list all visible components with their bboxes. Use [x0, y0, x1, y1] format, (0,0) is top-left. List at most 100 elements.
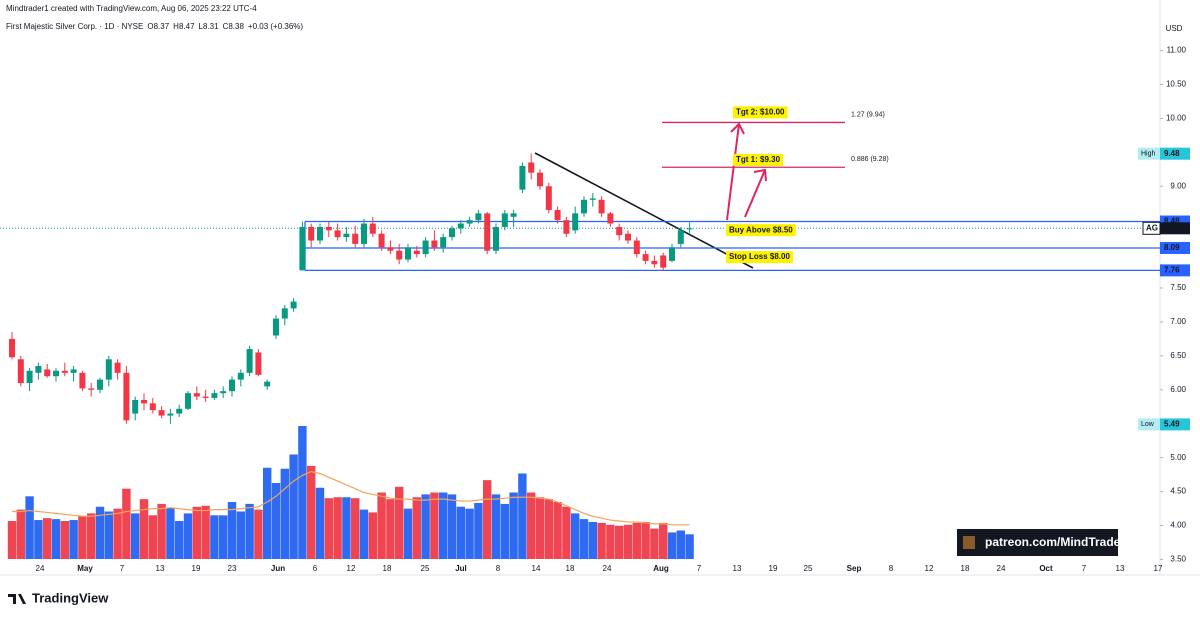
volume-bar — [395, 486, 404, 559]
annotation: Stop Loss $8.00 — [729, 252, 790, 261]
candle-body — [651, 260, 658, 265]
candle-body — [211, 393, 218, 398]
x-tick-label: 25 — [804, 564, 813, 573]
candle-body — [413, 250, 420, 255]
volume-bar — [650, 528, 659, 559]
candle-body — [660, 255, 667, 268]
candle-body — [220, 391, 227, 394]
volume-bar — [78, 516, 87, 559]
candle-body — [255, 352, 262, 375]
volume-bar — [69, 520, 78, 559]
x-tick-label: 6 — [313, 564, 318, 573]
volume-bar — [535, 497, 545, 559]
candle-body — [440, 237, 447, 248]
ohlc-label: O — [147, 22, 153, 31]
candle-body — [299, 226, 306, 271]
candle-body — [528, 162, 535, 173]
candle-body — [167, 413, 174, 416]
volume-bar — [676, 530, 685, 559]
high_mark-label: High — [1141, 151, 1156, 158]
volume-bar — [386, 499, 395, 559]
change: +0.03 (+0.36%) — [248, 22, 303, 31]
x-tick-label: 14 — [532, 564, 541, 573]
volume-bar — [122, 488, 131, 559]
level-tag-box — [1160, 241, 1190, 254]
ohlc-label: H — [173, 22, 179, 31]
volume-bar — [623, 524, 633, 559]
candle-body — [669, 247, 675, 261]
x-tick-label: Aug — [653, 564, 669, 573]
candle-body — [457, 223, 464, 229]
x-tick-label: 7 — [1082, 564, 1087, 573]
candle-body — [325, 226, 332, 231]
volume-bar — [368, 512, 377, 559]
volume-bar — [412, 497, 421, 559]
y-tick-label: 7.00 — [1170, 317, 1186, 326]
annotation-box — [726, 224, 796, 237]
y-tick-label: 7.50 — [1170, 283, 1186, 292]
header: Mindtrader1 created with TradingView.com… — [6, 4, 257, 13]
candle-body — [317, 226, 323, 241]
candle-body — [202, 396, 209, 398]
volume-bar — [95, 506, 105, 559]
x-tick-label: May — [77, 564, 93, 573]
candle-body — [35, 366, 42, 373]
volume-bar — [87, 513, 96, 559]
y-tick-label: 10.00 — [1166, 113, 1187, 122]
x-tick-label: 17 — [1154, 564, 1163, 573]
volume-bar — [104, 511, 113, 559]
high_mark-label-box — [1138, 147, 1160, 160]
candle-body — [510, 213, 517, 217]
volume-bar — [280, 468, 289, 559]
level-tag: 8.48 — [1164, 217, 1180, 226]
symbol: First Majestic Silver Corp. · 1D · NYSE — [6, 22, 143, 31]
volume-bar — [227, 502, 237, 559]
candle-body — [61, 370, 68, 373]
candle-body — [361, 223, 367, 244]
y-tick-label: 5.00 — [1170, 453, 1186, 462]
volume-bar — [271, 483, 281, 559]
candle-body — [554, 209, 561, 221]
x-tick-label: 13 — [156, 564, 165, 573]
candle-body — [9, 338, 15, 358]
ohlc-value: 8.38 — [228, 22, 244, 31]
candle-body — [449, 228, 455, 238]
candle-body — [563, 220, 570, 234]
last-price-box — [1160, 222, 1190, 235]
y-tick-label: 4.50 — [1170, 487, 1186, 496]
candle-body — [484, 213, 491, 251]
ohlc-label: L — [199, 22, 204, 31]
x-tick-label: Jun — [271, 564, 285, 573]
candle-body — [633, 240, 640, 255]
candle-body — [97, 379, 103, 390]
x-tick-label: Jul — [455, 564, 467, 573]
annotation: Tgt 1: $9.30 — [736, 155, 781, 164]
x-tick-label: 19 — [192, 564, 201, 573]
volume-bar — [597, 522, 606, 559]
ohlc-value: 8.37 — [154, 22, 170, 31]
volume-bar — [210, 515, 219, 559]
candle-body — [545, 186, 552, 210]
volume-bar — [333, 497, 342, 559]
candle-body — [519, 165, 526, 190]
level-tag-box — [1160, 264, 1190, 277]
candle-body — [369, 223, 376, 234]
annotation-box — [726, 251, 793, 264]
volume-bar — [157, 503, 166, 559]
candle-body — [237, 372, 244, 380]
volume-bar — [201, 505, 210, 559]
high_mark-value-box — [1160, 147, 1190, 160]
candle-body — [598, 199, 605, 214]
volume-bar — [148, 515, 157, 559]
x-tick-label: 7 — [120, 564, 125, 573]
low_mark-label-box — [1138, 418, 1160, 431]
candle-body — [387, 247, 394, 251]
volume-bar — [289, 454, 298, 559]
candle-body — [589, 198, 596, 200]
volume-bar — [139, 499, 149, 559]
volume-bar — [25, 496, 34, 559]
candle-body — [114, 362, 121, 373]
candle-body — [405, 247, 411, 260]
x-tick-label: 18 — [383, 564, 392, 573]
